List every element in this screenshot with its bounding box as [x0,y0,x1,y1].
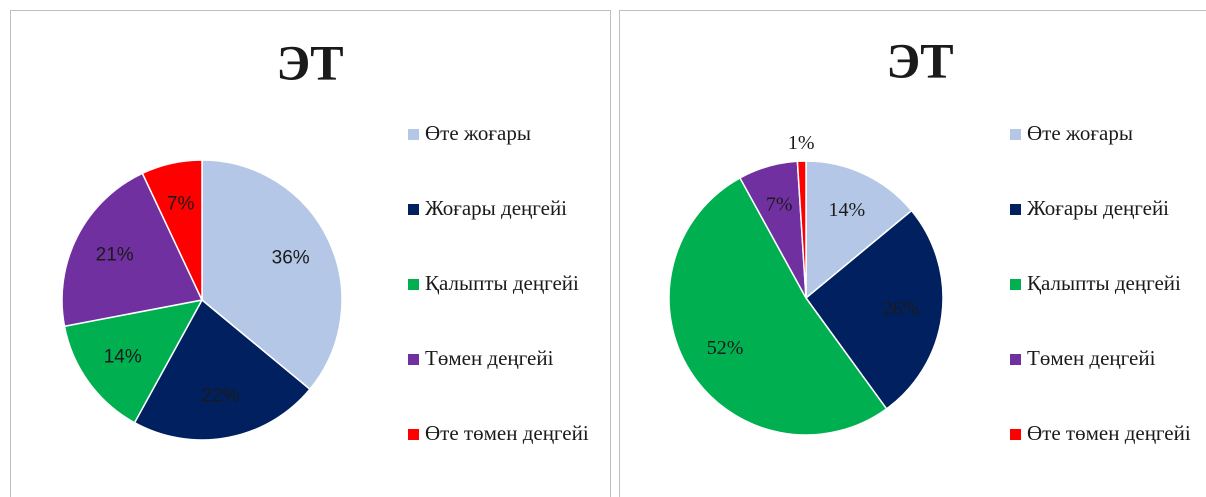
chart-frame [619,10,1206,497]
legend-swatch [1010,429,1021,440]
legend-label: Төмен деңгейі [425,346,554,370]
legend-swatch [408,429,419,440]
legend-swatch [408,204,419,215]
legend-label: Қалыпты деңгейі [1027,271,1181,295]
legend-swatch [1010,129,1021,140]
pie-slice [805,160,913,300]
data-label: 52% [707,337,744,359]
data-label: 14% [104,347,142,368]
data-label: 36% [272,247,310,268]
data-label: 1% [788,132,815,154]
data-label: 22% [201,385,239,406]
data-label: 7% [766,194,793,216]
pie-slice [796,160,807,299]
legend-label: Өте төмен деңгейі [1027,421,1191,445]
legend-label: Жоғары деңгейі [1027,196,1169,220]
legend-swatch [1010,354,1021,365]
pie-slice [201,159,343,391]
legend-swatch [408,129,419,140]
legend-label: Жоғары деңгейі [425,196,567,220]
chart-title: ЭТ [276,34,343,90]
legend-label: Төмен деңгейі [1027,346,1156,370]
pie-slice [804,209,944,410]
chart-frame [10,10,611,497]
data-label: 26% [883,298,920,320]
pie-slice [61,172,204,328]
pie-slice [133,298,311,441]
legend-swatch [408,354,419,365]
legend-swatch [1010,204,1021,215]
pie-slice [63,298,204,424]
legend-label: Өте жоғары [1027,121,1133,145]
chart-title: ЭТ [886,32,953,88]
legend-swatch [408,279,419,290]
legend-swatch [1010,279,1021,290]
legend-label: Өте жоғары [425,121,531,145]
pie-slice [668,176,888,436]
data-label: 7% [167,193,195,214]
data-label: 14% [828,199,865,221]
legend-label: Өте төмен деңгейі [425,421,589,445]
pie-slice [141,159,203,301]
legend-label: Қалыпты деңгейі [425,271,579,295]
data-label: 21% [96,245,134,266]
